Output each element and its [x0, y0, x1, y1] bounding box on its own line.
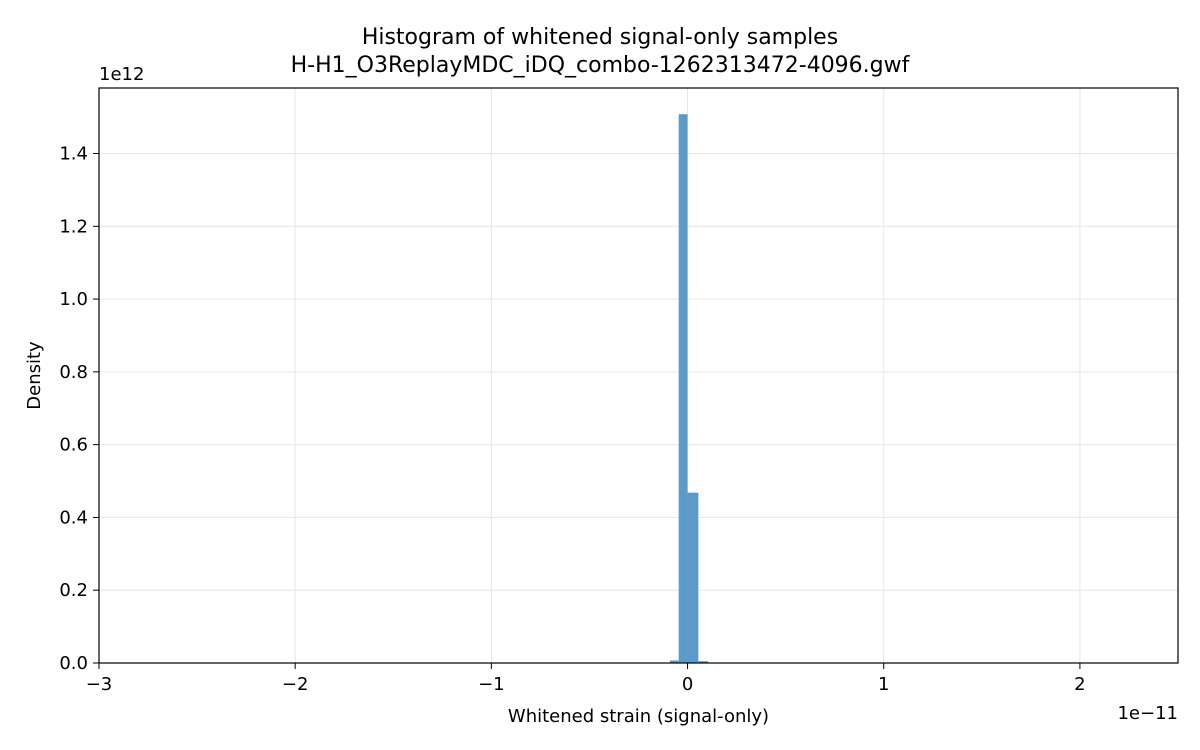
chart-title: Histogram of whitened signal-only sample…	[361, 25, 839, 50]
y-tick-label: 0.2	[59, 580, 88, 601]
bars-layer	[669, 114, 709, 664]
y-tick-label: 1.4	[59, 144, 88, 165]
x-tick-label: 2	[1074, 674, 1085, 695]
x-axis-label: Whitened strain (signal-only)	[508, 706, 769, 727]
y-tick-label: 1.2	[59, 216, 88, 237]
x-tick-label: −1	[478, 674, 505, 695]
x-tick-label: 0	[682, 674, 693, 695]
histogram-bar	[678, 114, 688, 664]
grid-layer	[98, 88, 1178, 664]
x-tick-label: −2	[282, 674, 309, 695]
chart-subtitle: H-H1_O3ReplayMDC_iDQ_combo-1262313472-40…	[290, 53, 910, 78]
y-tick-label: 0.8	[59, 362, 88, 383]
y-tick-label: 0.0	[59, 653, 88, 674]
y-tick-label: 1.0	[59, 289, 88, 310]
x-tick-label: 1	[878, 674, 889, 695]
histogram-bar	[669, 660, 679, 663]
x-offset-text: 1e−11	[1117, 703, 1178, 724]
x-tick-label: −3	[86, 674, 113, 695]
histogram-bar	[687, 492, 699, 663]
y-axis-label: Density	[24, 341, 45, 410]
ticks-layer: −3 −2 −1 0 1 2 0.0 0.2 0.4 0.6 0.8 1.0 1.2 1.4	[59, 144, 1085, 695]
histogram-bar	[698, 661, 709, 663]
y-offset-text: 1e12	[99, 64, 144, 85]
plot-frame	[98, 87, 1179, 664]
y-tick-label: 0.6	[59, 435, 88, 456]
y-tick-label: 0.4	[59, 507, 88, 528]
